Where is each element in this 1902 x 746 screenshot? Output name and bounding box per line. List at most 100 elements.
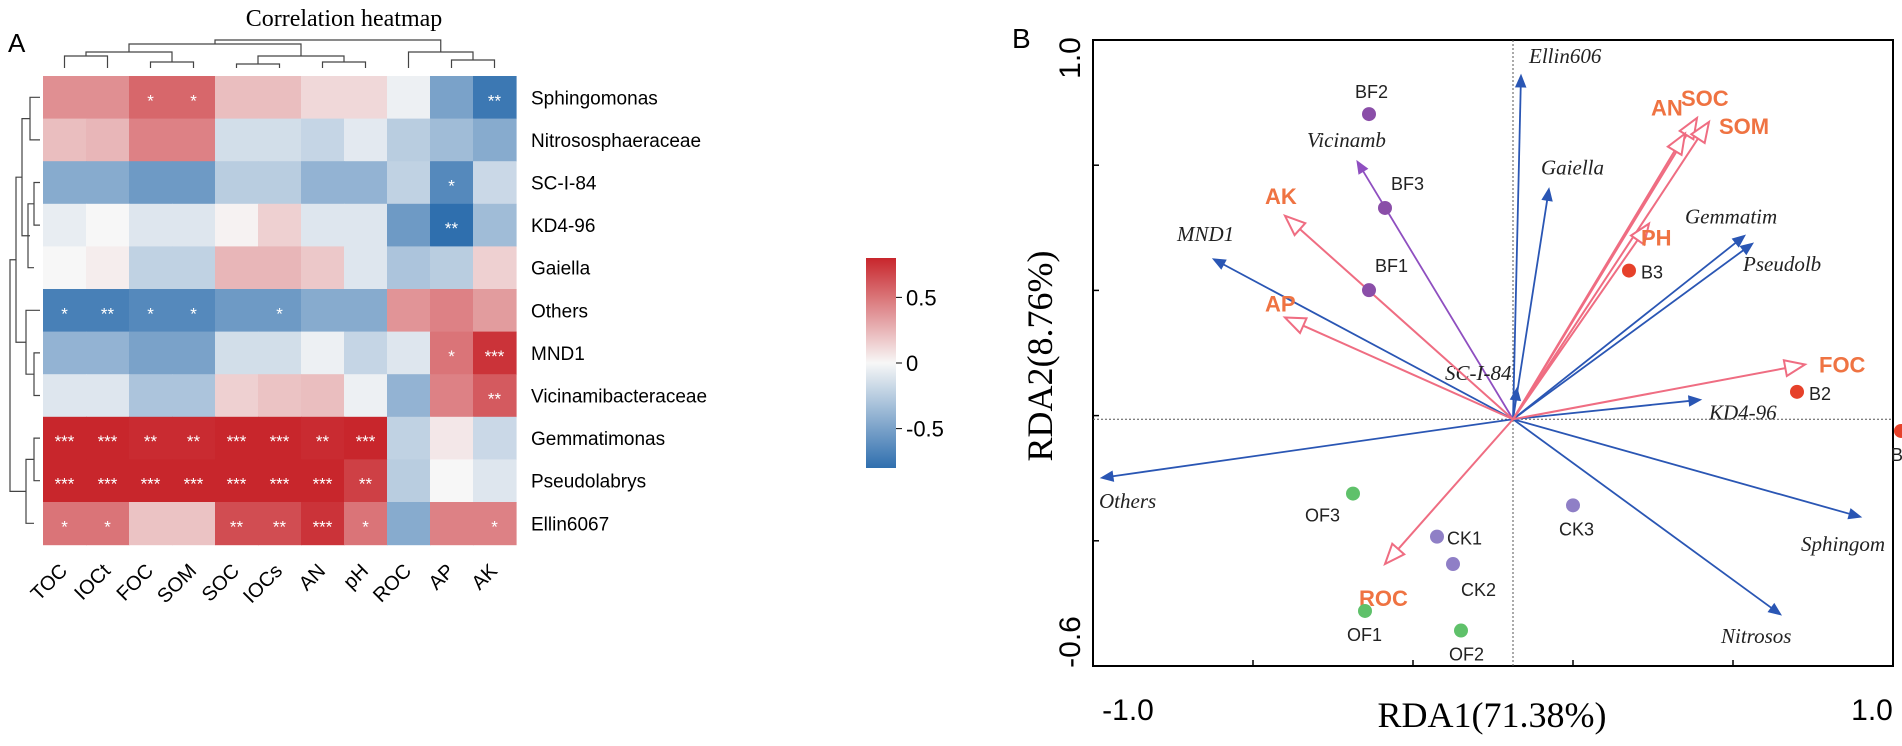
- heatmap-cell: [215, 416, 259, 460]
- y-tick-label: 1.0: [1054, 37, 1087, 79]
- env-arrow-shaft: [1299, 228, 1514, 420]
- heatmap-cell: [301, 246, 345, 290]
- significance-mark: ***: [55, 475, 75, 494]
- heatmap-cell: [387, 118, 431, 162]
- heatmap-cell: [86, 374, 130, 418]
- sample-point: [1430, 529, 1444, 544]
- env-arrow-shaft: [1512, 367, 1786, 421]
- colorbar-tick-label: 0.5: [906, 285, 937, 310]
- heatmap-cell: [86, 289, 130, 333]
- heatmap-cell: [172, 289, 216, 333]
- dendrogram-link: [235, 63, 281, 68]
- species-arrow-shaft: [1512, 399, 1517, 420]
- heatmap-title: Correlation heatmap: [246, 6, 443, 32]
- heatmap-cell: [387, 289, 431, 333]
- heatmap-cell: [258, 246, 302, 290]
- species-arrow-shaft: [1512, 400, 1690, 421]
- dendrogram-link: [15, 176, 26, 343]
- heatmap-cell: [430, 502, 474, 546]
- sample-label: BF2: [1355, 82, 1388, 102]
- species-label: Pseudolb: [1742, 252, 1821, 276]
- colorbar-tick-label: -0.5: [906, 417, 944, 442]
- heatmap-cell: [430, 416, 474, 460]
- heatmap-cell: [172, 416, 216, 460]
- row-label: MND1: [531, 344, 585, 365]
- sample-label: B1: [1891, 445, 1902, 465]
- dendrogram-link: [63, 55, 109, 68]
- species-label: Sphingom: [1801, 532, 1885, 556]
- heatmap-cell: [258, 289, 302, 333]
- sample-point: [1378, 200, 1392, 215]
- species-arrow-shaft: [1512, 86, 1522, 420]
- dendrogram-link: [33, 352, 40, 397]
- heatmap-cell: [86, 203, 130, 247]
- heatmap-cell: [43, 76, 87, 120]
- heatmap-cell: [387, 331, 431, 375]
- species-arrow-shaft: [1223, 263, 1514, 421]
- species-arrow-shaft: [1512, 200, 1549, 420]
- heatmap-cell: [430, 118, 474, 162]
- dendrogram-link: [257, 55, 345, 64]
- env-label: AN: [1651, 96, 1683, 121]
- heatmap-cell: [301, 331, 345, 375]
- panel-a-letter: A: [8, 28, 26, 58]
- y-tick-label: -0.6: [1054, 616, 1087, 668]
- dendrogram-link: [321, 61, 367, 68]
- heatmap-cell: [258, 118, 302, 162]
- heatmap-cell: [86, 76, 130, 120]
- heatmap-cell: [430, 76, 474, 120]
- heatmap-cell: [86, 118, 130, 162]
- dendrogram-link: [33, 181, 40, 226]
- species-label: Vicinamb: [1307, 128, 1386, 152]
- heatmap-cell: [344, 203, 388, 247]
- y-axis-label: RDA2(8.76%): [1020, 251, 1060, 462]
- dendrogram-link: [85, 51, 173, 62]
- heatmap-cell: [172, 459, 216, 503]
- heatmap-cell: [215, 161, 259, 205]
- heatmap-cell: [301, 76, 345, 120]
- heatmap-cell: [473, 118, 517, 162]
- column-label: AN: [295, 560, 330, 595]
- heatmap-cell: [473, 289, 517, 333]
- heatmap-cell: [473, 331, 517, 375]
- sample-point: [1362, 107, 1376, 122]
- heatmap-cell: [430, 246, 474, 290]
- species-arrow-head: [1099, 470, 1115, 482]
- env-arrow-shaft: [1512, 239, 1639, 420]
- significance-mark: ***: [356, 432, 376, 451]
- sample-label: BF3: [1391, 174, 1424, 194]
- env-label: FOC: [1819, 352, 1866, 377]
- row-label: Gemmatimonas: [531, 429, 665, 450]
- significance-mark: ***: [270, 432, 290, 451]
- significance-mark: *: [190, 304, 197, 323]
- species-label: SC-I-84: [1445, 361, 1512, 385]
- significance-mark: **: [273, 517, 287, 536]
- heatmap-cell: [172, 374, 216, 418]
- species-arrow-head: [1731, 234, 1747, 248]
- dendrogram-link: [25, 309, 40, 375]
- heatmap-cell: [473, 161, 517, 205]
- row-label: Vicinamibacteraceae: [531, 387, 707, 408]
- heatmap-cell: [258, 203, 302, 247]
- heatmap-cell: [387, 203, 431, 247]
- significance-mark: ***: [485, 347, 505, 366]
- heatmap-cell: [344, 502, 388, 546]
- heatmap-cell: [473, 76, 517, 120]
- heatmap-cell: [387, 374, 431, 418]
- significance-mark: *: [491, 517, 498, 536]
- heatmap-cell: [43, 502, 87, 546]
- species-arrow-shaft: [1512, 242, 1737, 420]
- dendrogram-link: [214, 39, 442, 52]
- heatmap-cell: [301, 374, 345, 418]
- heatmap-cell: [473, 416, 517, 460]
- sample-point: [1346, 486, 1360, 501]
- species-label: Nitrosos: [1720, 624, 1791, 648]
- species-arrow-shaft: [1512, 418, 1850, 515]
- heatmap-cell: [344, 118, 388, 162]
- heatmap-cell: [86, 246, 130, 290]
- heatmap-cell: [43, 331, 87, 375]
- sample-point: [1790, 384, 1804, 399]
- heatmap-cell: [430, 289, 474, 333]
- heatmap-cell: [172, 76, 216, 120]
